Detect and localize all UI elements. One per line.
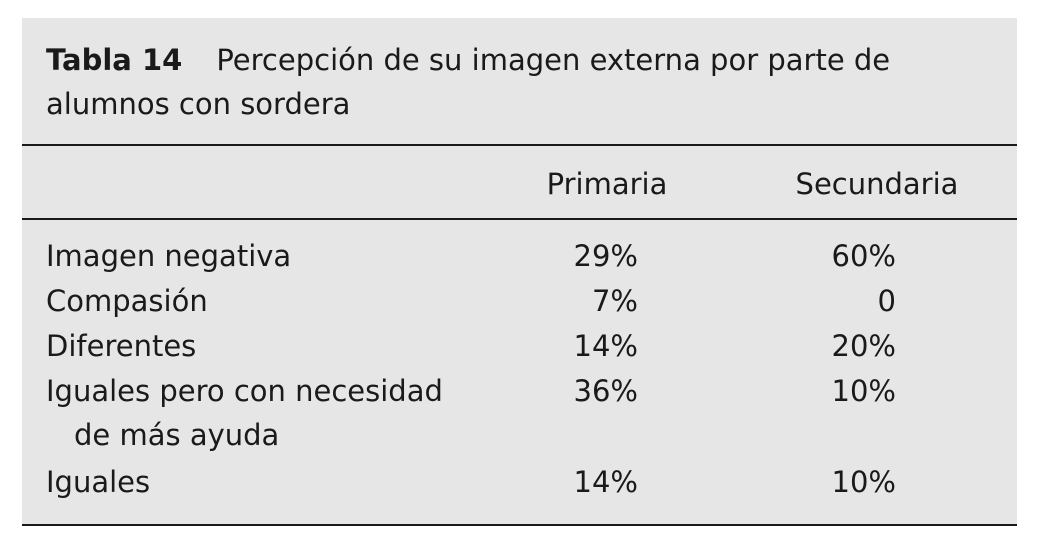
cell-primaria: 29% (573, 239, 638, 273)
row-label-line: Iguales pero con necesidad (46, 374, 443, 408)
table-title: Percepción de su imagen externa por part… (46, 43, 891, 121)
cell-primaria: 14% (573, 329, 638, 363)
cell-secundaria: 10% (831, 374, 896, 408)
row-label: Compasión (46, 284, 208, 318)
row-label: Iguales (46, 465, 151, 499)
bottom-rule (22, 524, 1017, 526)
row-label-continuation: de más ayuda (74, 418, 280, 452)
cell-secundaria: 60% (831, 239, 896, 273)
cell-primaria: 36% (573, 374, 638, 408)
cell-secundaria: 0 (877, 284, 896, 318)
column-header-secundaria: Secundaria (795, 167, 959, 201)
row-label: Diferentes (46, 329, 197, 363)
table-caption: Tabla 14 Percepción de su imagen externa … (46, 38, 986, 126)
table-number: Tabla 14 (46, 43, 183, 77)
row-label: Imagen negativa (46, 239, 292, 273)
cell-primaria: 14% (573, 465, 638, 499)
top-rule (22, 144, 1017, 146)
column-header-primaria: Primaria (546, 167, 668, 201)
cell-secundaria: 10% (831, 465, 896, 499)
cell-secundaria: 20% (831, 329, 896, 363)
data-table: Tabla 14 Percepción de su imagen externa … (22, 18, 1017, 526)
header-rule (22, 218, 1017, 220)
cell-primaria: 7% (591, 284, 638, 318)
row-label-multiline: Iguales pero con necesidad de más ayuda (46, 369, 496, 457)
